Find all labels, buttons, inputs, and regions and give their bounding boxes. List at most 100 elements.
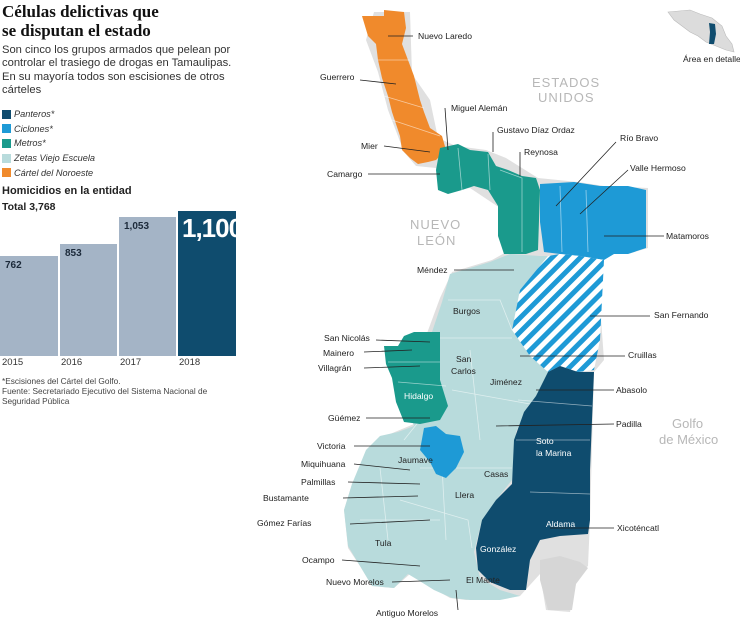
footnote-note: *Escisiones del Cártel del Golfo.: [2, 376, 121, 386]
label-rio-bravo: Río Bravo: [620, 133, 658, 143]
label-el-mante: El Mante: [466, 575, 500, 585]
region-zetas: [344, 254, 548, 600]
legend-item-noroeste: Cártel del Noroeste: [2, 165, 95, 180]
legend-item-zetas: Zetas Viejo Escuela: [2, 151, 95, 166]
label-nuevo-laredo: Nuevo Laredo: [418, 31, 472, 41]
inset-detail-highlight: [709, 23, 716, 44]
metros-municipal-lines: [457, 147, 523, 252]
zetas-municipal-lines: [360, 299, 531, 549]
year-label-2018: 2018: [179, 357, 201, 368]
legend-swatch: [2, 168, 11, 178]
label-gulf-line1: Golfo: [672, 416, 703, 431]
label-mier: Mier: [361, 141, 378, 151]
label-palmillas: Palmillas: [301, 477, 335, 487]
label-san-carlos-line2: Carlos: [451, 366, 476, 376]
region-ciclones-jaumave: [420, 426, 464, 478]
label-usa-line2: UNIDOS: [538, 90, 595, 105]
region-metros-hidalgo: [384, 332, 448, 424]
label-tula: Tula: [375, 538, 392, 548]
panteros-municipal-lines: [516, 399, 593, 495]
label-gomez-farias: Gómez Farías: [257, 518, 311, 528]
legend-label: Panteros*: [14, 109, 55, 120]
leader-lines: [341, 35, 664, 611]
label-burgos: Burgos: [453, 306, 480, 316]
label-victoria: Victoria: [317, 441, 346, 451]
bar-value-label: 762: [5, 260, 22, 271]
label-abasolo: Abasolo: [616, 385, 647, 395]
year-label-2017: 2017: [120, 357, 142, 368]
label-nl-line1: NUEVO: [410, 217, 461, 232]
label-antiguo-morelos: Antiguo Morelos: [376, 608, 438, 618]
label-gulf-line2: de México: [659, 432, 718, 447]
year-label-2015: 2015: [2, 357, 24, 368]
legend-item-panteros: Panteros*: [2, 107, 95, 122]
legend: Panteros* Ciclones* Metros* Zetas Viejo …: [2, 107, 95, 180]
label-valle-hermoso: Valle Hermoso: [630, 163, 686, 173]
title-line-1: Células delictivas que: [2, 2, 159, 21]
legend-label: Cártel del Noroeste: [14, 167, 94, 178]
label-llera: Llera: [455, 490, 474, 500]
hidalgo-municipal-lines: [388, 361, 447, 387]
label-nuevo-morelos: Nuevo Morelos: [326, 577, 384, 587]
region-ciclones-north: [540, 182, 646, 260]
legend-swatch: [2, 124, 11, 134]
label-mendez: Méndez: [417, 265, 448, 275]
label-san-carlos-line1: San: [456, 354, 472, 364]
label-gonzalez: González: [480, 544, 516, 554]
year-label-2016: 2016: [61, 357, 83, 368]
legend-item-ciclones: Ciclones*: [2, 122, 95, 137]
label-mainero: Mainero: [323, 348, 354, 358]
label-xicotencatl: Xicoténcatl: [617, 523, 659, 533]
label-soto-la-marina-line2: la Marina: [536, 448, 572, 458]
region-cartel-noroeste: [362, 10, 446, 164]
footnote: *Escisiones del Cártel del Golfo. Fuente…: [2, 376, 242, 407]
legend-label: Ciclones*: [14, 123, 53, 134]
region-unassigned-south: [540, 556, 588, 610]
homicides-bar-chart: 762 853 1,053 1,100: [0, 210, 243, 356]
map-title: Células delictivas que se disputan el es…: [2, 2, 232, 40]
homicides-total: Total 3,768: [2, 201, 56, 213]
label-villagran: Villagrán: [318, 363, 352, 373]
noroeste-municipal-lines: [378, 59, 441, 137]
bar-2017: 1,053: [119, 217, 176, 356]
bar-2016: 853: [60, 244, 117, 356]
footnote-source: Fuente: Secretariado Ejecutivo del Siste…: [2, 386, 208, 407]
label-nl-line2: LEÓN: [417, 233, 456, 248]
legend-label: Metros*: [14, 138, 46, 149]
legend-swatch: [2, 109, 11, 119]
label-cruillas: Cruillas: [628, 350, 657, 360]
legend-label: Zetas Viejo Escuela: [14, 153, 96, 164]
bar-value-label: 1,053: [124, 221, 150, 232]
label-san-fernando: San Fernando: [654, 310, 709, 320]
label-reynosa: Reynosa: [524, 147, 558, 157]
label-gustavo-diaz-ordaz: Gustavo Díaz Ordaz: [497, 125, 575, 135]
bar-value-label: 1,100: [182, 213, 243, 243]
bar-2018: 1,100: [178, 211, 243, 356]
label-padilla: Padilla: [616, 419, 642, 429]
label-soto-la-marina-line1: Soto: [536, 436, 554, 446]
label-guemez: Güémez: [328, 413, 360, 423]
legend-item-metros: Metros*: [2, 136, 95, 151]
region-panteros: [476, 366, 594, 590]
bar-2015: 762: [0, 256, 58, 356]
label-aldama: Aldama: [546, 519, 575, 529]
legend-swatch: [2, 138, 11, 148]
homicides-title: Homicidios en la entidad: [2, 185, 132, 197]
label-san-nicolas: San Nicolás: [324, 333, 370, 343]
label-guerrero: Guerrero: [320, 72, 355, 82]
label-ocampo: Ocampo: [302, 555, 335, 565]
ciclones-municipal-lines: [559, 185, 589, 253]
bar-value-label: 853: [65, 248, 82, 259]
region-metros-north: [436, 144, 540, 254]
label-casas: Casas: [484, 469, 508, 479]
label-bustamante: Bustamante: [263, 493, 309, 503]
label-hidalgo: Hidalgo: [404, 391, 433, 401]
label-miquihuana: Miquihuana: [301, 459, 346, 469]
label-miguel-aleman: Miguel Alemán: [451, 103, 508, 113]
label-camargo: Camargo: [327, 169, 363, 179]
inset-label: Área en detalle: [683, 54, 740, 64]
region-san-fernando-disputed: [512, 254, 604, 372]
subtitle: Son cinco los grupos armados que pelean …: [2, 44, 232, 97]
mexico-outline-icon: [667, 9, 735, 53]
